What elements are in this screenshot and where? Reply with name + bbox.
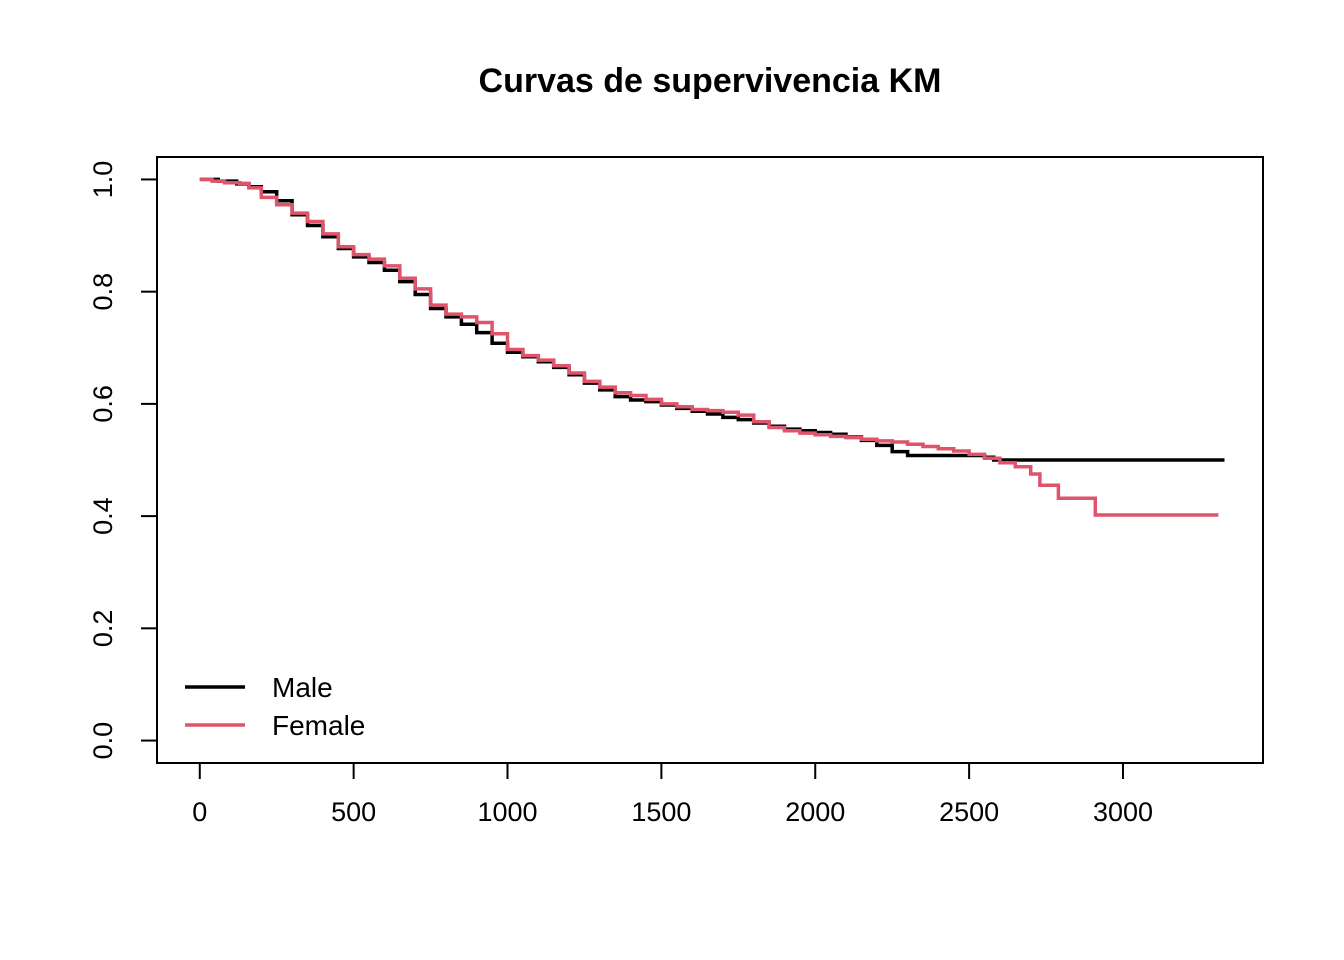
series-line-female bbox=[199, 177, 1219, 517]
y-axis: 0.0 0.2 0.4 0.6 0.8 1.0 bbox=[88, 161, 158, 760]
x-tick-label: 3000 bbox=[1093, 797, 1153, 827]
y-tick-label: 0.0 bbox=[88, 722, 118, 760]
legend-label: Female bbox=[272, 710, 365, 741]
x-tick-label: 500 bbox=[331, 797, 376, 827]
x-tick-label: 2000 bbox=[785, 797, 845, 827]
x-tick-label: 2500 bbox=[939, 797, 999, 827]
legend-label: Male bbox=[272, 672, 333, 703]
y-tick-label: 0.2 bbox=[88, 610, 118, 648]
x-tick-label: 1000 bbox=[477, 797, 537, 827]
series-layer bbox=[199, 177, 1225, 517]
x-tick-label: 1500 bbox=[631, 797, 691, 827]
y-tick-label: 1.0 bbox=[88, 161, 118, 199]
x-axis: 0 500 1000 1500 2000 2500 3000 bbox=[192, 762, 1153, 827]
x-tick-label: 0 bbox=[192, 797, 207, 827]
y-tick-label: 0.4 bbox=[88, 497, 118, 535]
y-tick-label: 0.6 bbox=[88, 385, 118, 423]
chart-title: Curvas de supervivencia KM bbox=[479, 62, 942, 100]
y-tick-label: 0.8 bbox=[88, 273, 118, 311]
series-line-male bbox=[199, 177, 1225, 462]
legend: Male Female bbox=[185, 672, 365, 741]
